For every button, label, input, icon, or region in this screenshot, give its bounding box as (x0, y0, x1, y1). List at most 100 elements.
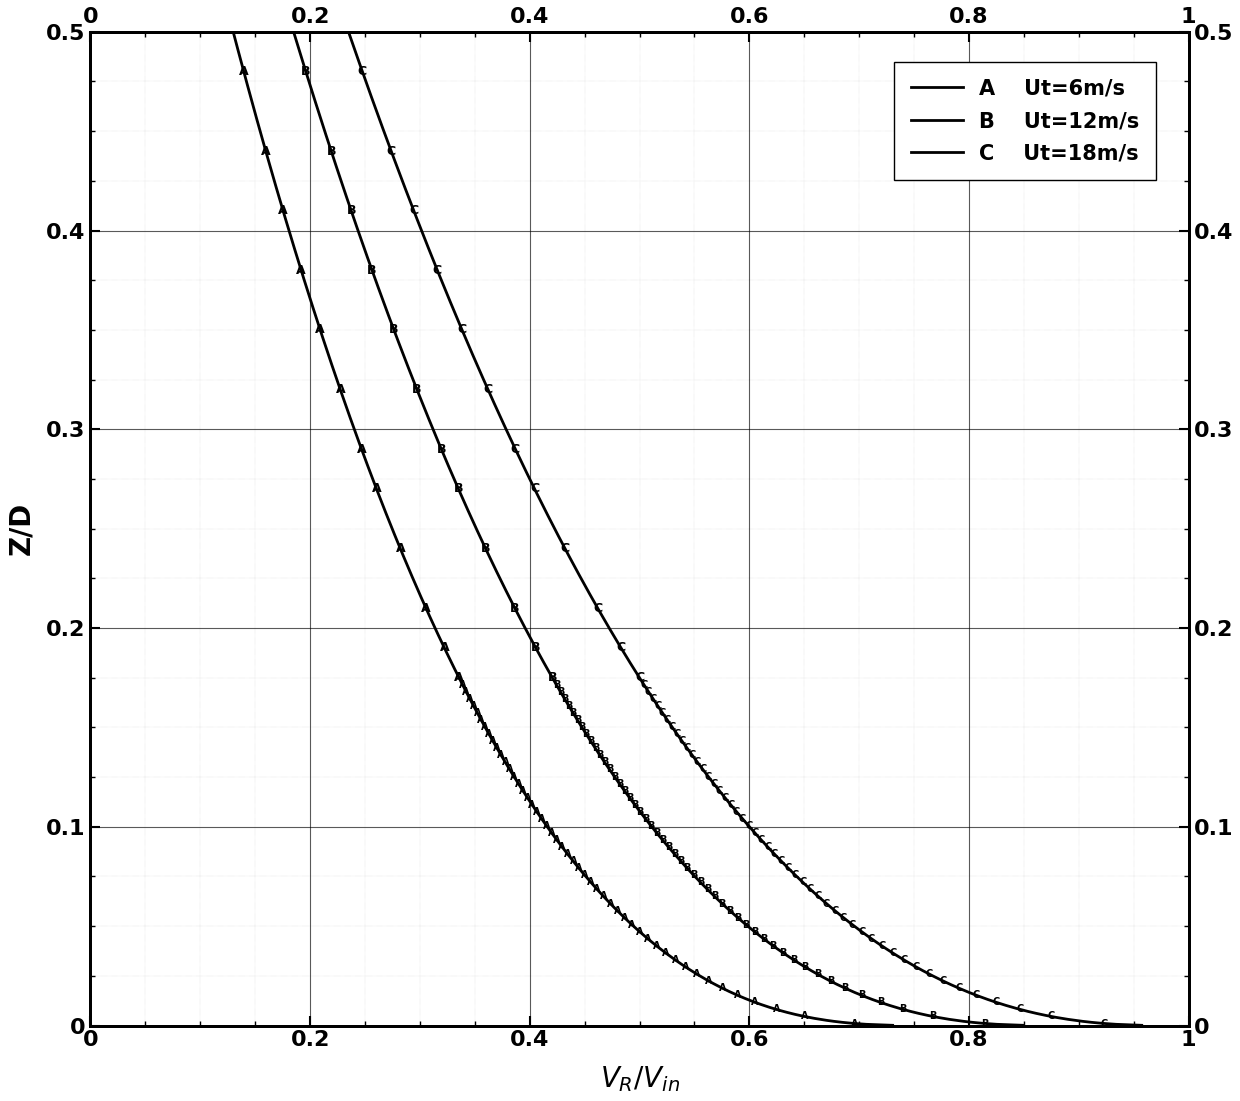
Text: B: B (346, 204, 356, 217)
Text: A: A (594, 884, 601, 894)
Text: B: B (827, 977, 835, 986)
Text: B: B (665, 842, 672, 852)
Text: C: C (771, 849, 779, 859)
Text: A: A (494, 743, 501, 753)
Text: C: C (733, 807, 740, 817)
Text: B: B (436, 443, 446, 456)
Text: A: A (645, 934, 652, 944)
Text: B: B (621, 786, 627, 796)
Text: C: C (409, 204, 418, 217)
Text: A: A (481, 722, 489, 732)
Text: B: B (587, 737, 594, 746)
Text: B: B (631, 799, 639, 809)
Text: A: A (538, 814, 546, 824)
Text: C: C (658, 708, 666, 718)
Text: A: A (459, 679, 466, 689)
Text: B: B (367, 264, 377, 276)
Text: C: C (616, 642, 626, 654)
Text: A: A (564, 849, 572, 859)
Text: A: A (506, 764, 513, 774)
Text: C: C (993, 998, 999, 1007)
Text: A: A (751, 998, 759, 1007)
Text: B: B (636, 807, 644, 817)
Text: A: A (239, 65, 248, 78)
Text: A: A (588, 877, 595, 887)
Text: C: C (727, 799, 734, 809)
Text: A: A (614, 906, 621, 916)
Text: A: A (396, 542, 405, 555)
Text: C: C (785, 863, 792, 873)
Text: A: A (558, 842, 565, 852)
X-axis label: $V_R/V_{in}$: $V_R/V_{in}$ (599, 1065, 680, 1094)
Text: B: B (704, 884, 712, 894)
Text: C: C (889, 948, 897, 958)
Y-axis label: Z/D: Z/D (7, 502, 35, 555)
Text: B: B (677, 857, 684, 866)
Text: C: C (645, 687, 652, 697)
Text: A: A (502, 757, 510, 767)
Text: B: B (671, 849, 678, 859)
Text: B: B (751, 927, 759, 937)
Text: B: B (389, 324, 399, 337)
Text: B: B (596, 751, 604, 761)
Text: C: C (655, 701, 661, 711)
Text: C: C (688, 751, 696, 761)
Text: A: A (548, 828, 556, 838)
Text: B: B (578, 722, 585, 732)
Text: C: C (807, 884, 815, 894)
Text: A: A (422, 601, 430, 614)
Text: B: B (601, 757, 609, 767)
Text: B: B (647, 821, 655, 831)
Text: A: A (706, 977, 713, 986)
Text: A: A (533, 807, 541, 817)
Text: B: B (877, 998, 884, 1007)
Text: B: B (743, 919, 750, 929)
Text: C: C (831, 906, 838, 916)
Text: B: B (553, 679, 560, 689)
Text: C: C (650, 694, 657, 704)
Text: B: B (718, 898, 725, 908)
Text: B: B (591, 743, 599, 753)
Text: B: B (454, 482, 464, 495)
Text: C: C (694, 757, 701, 767)
Text: A: A (682, 962, 689, 972)
Text: A: A (543, 821, 551, 831)
Text: B: B (642, 814, 650, 824)
Text: A: A (851, 1018, 858, 1028)
Text: A: A (439, 642, 449, 654)
Text: B: B (531, 642, 541, 654)
Text: A: A (523, 793, 531, 803)
Text: A: A (693, 969, 701, 979)
Text: C: C (868, 934, 875, 944)
Text: C: C (839, 913, 847, 923)
Text: B: B (697, 877, 704, 887)
Text: B: B (899, 1004, 906, 1014)
Text: A: A (260, 144, 270, 157)
Text: C: C (745, 821, 753, 831)
Text: A: A (515, 778, 522, 788)
Text: A: A (278, 204, 288, 217)
Text: A: A (773, 1004, 780, 1014)
Text: C: C (926, 969, 932, 979)
Text: A: A (582, 870, 589, 881)
Text: B: B (326, 144, 336, 157)
Text: B: B (626, 793, 634, 803)
Text: C: C (972, 990, 980, 1001)
Text: C: C (858, 927, 866, 937)
Text: B: B (770, 941, 777, 951)
Legend: A    Ut=6m/s, B    Ut=12m/s, C    Ut=18m/s: A Ut=6m/s, B Ut=12m/s, C Ut=18m/s (894, 62, 1157, 181)
Text: C: C (668, 722, 676, 732)
Text: B: B (548, 672, 557, 684)
Text: C: C (704, 772, 712, 782)
Text: A: A (477, 715, 485, 726)
Text: B: B (560, 694, 568, 704)
Text: C: C (751, 828, 759, 838)
Text: B: B (481, 542, 490, 555)
Text: C: C (722, 793, 729, 803)
Text: B: B (801, 962, 808, 972)
Text: C: C (955, 983, 962, 993)
Text: A: A (485, 729, 492, 739)
Text: A: A (510, 772, 517, 782)
Text: C: C (683, 743, 691, 753)
Text: A: A (553, 835, 560, 846)
